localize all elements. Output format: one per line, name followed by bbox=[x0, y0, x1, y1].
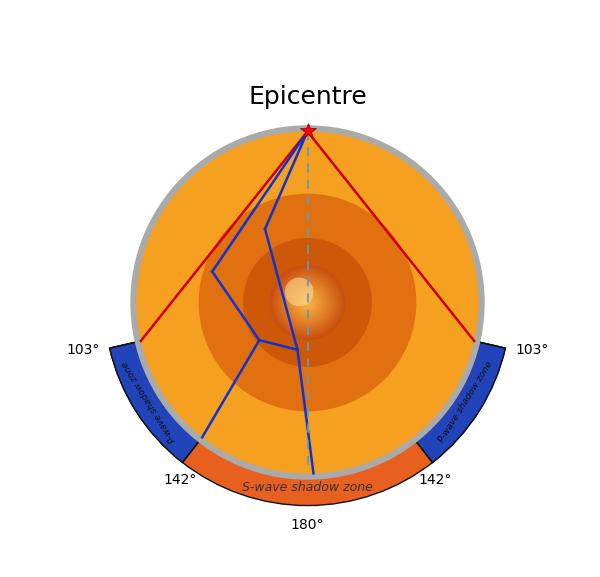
Text: S-wave shadow zone: S-wave shadow zone bbox=[242, 481, 373, 494]
Circle shape bbox=[298, 293, 317, 313]
Circle shape bbox=[271, 266, 344, 339]
Circle shape bbox=[295, 290, 320, 315]
Text: 180°: 180° bbox=[291, 518, 324, 531]
Text: 103°: 103° bbox=[66, 343, 100, 357]
Circle shape bbox=[278, 273, 337, 331]
Circle shape bbox=[306, 301, 309, 304]
Circle shape bbox=[302, 298, 313, 308]
Circle shape bbox=[283, 278, 332, 328]
Text: P-wave shadow zone: P-wave shadow zone bbox=[437, 359, 495, 444]
Text: P-wave shadow zone: P-wave shadow zone bbox=[120, 359, 178, 444]
Text: Epicentre: Epicentre bbox=[248, 85, 367, 109]
Circle shape bbox=[280, 275, 335, 330]
Circle shape bbox=[284, 279, 331, 327]
Circle shape bbox=[277, 272, 338, 333]
Circle shape bbox=[305, 300, 310, 305]
Circle shape bbox=[293, 288, 322, 316]
Circle shape bbox=[301, 296, 314, 309]
Wedge shape bbox=[110, 341, 202, 463]
Circle shape bbox=[281, 276, 334, 329]
Circle shape bbox=[270, 265, 345, 340]
Circle shape bbox=[285, 278, 314, 306]
Circle shape bbox=[300, 295, 315, 310]
Text: P-wave: P-wave bbox=[328, 340, 377, 354]
Text: 142°: 142° bbox=[419, 473, 452, 487]
Circle shape bbox=[291, 286, 324, 319]
Circle shape bbox=[275, 270, 340, 335]
Circle shape bbox=[285, 280, 330, 325]
Circle shape bbox=[136, 132, 479, 474]
Text: S-wave: S-wave bbox=[352, 231, 403, 245]
Circle shape bbox=[292, 287, 323, 317]
Circle shape bbox=[199, 194, 416, 411]
Wedge shape bbox=[110, 341, 505, 505]
Circle shape bbox=[286, 281, 329, 324]
Text: 142°: 142° bbox=[163, 473, 196, 487]
Wedge shape bbox=[413, 341, 505, 463]
Circle shape bbox=[304, 299, 311, 306]
Circle shape bbox=[290, 285, 325, 320]
Circle shape bbox=[289, 284, 326, 321]
Circle shape bbox=[272, 267, 343, 338]
Circle shape bbox=[299, 294, 316, 312]
Circle shape bbox=[287, 282, 328, 323]
Circle shape bbox=[243, 238, 372, 367]
Circle shape bbox=[276, 271, 339, 334]
Circle shape bbox=[296, 291, 319, 314]
Text: 103°: 103° bbox=[515, 343, 549, 357]
Circle shape bbox=[274, 268, 341, 336]
